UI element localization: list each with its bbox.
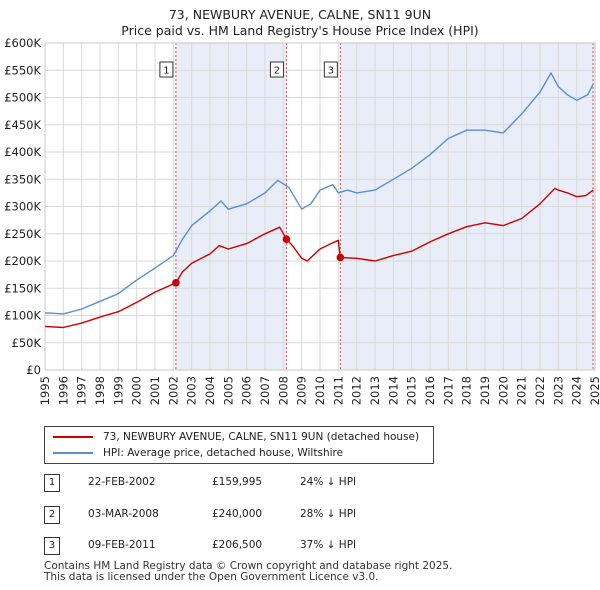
x-tick-label: 2011 [331, 376, 345, 405]
sale-point [172, 279, 180, 287]
x-tick-label: 2014 [386, 376, 400, 405]
transaction-date: 09-FEB-2011 [88, 539, 156, 551]
x-tick-label: 1995 [38, 376, 52, 405]
sale-point [336, 253, 345, 262]
legend-label-property: 73, NEWBURY AVENUE, CALNE, SN11 9UN (det… [103, 431, 420, 443]
x-tick-label: 2018 [460, 376, 474, 405]
y-tick-label: £50K [12, 336, 42, 350]
x-tick-label: 2008 [276, 376, 290, 405]
transaction-price: £240,000 [212, 508, 263, 520]
transaction-hpi-diff: 24% ↓ HPI [300, 476, 357, 488]
sale-label-box [269, 61, 284, 78]
x-tick-label: 2015 [405, 376, 419, 405]
x-tick-label: 2012 [350, 376, 364, 405]
x-tick-label: 1996 [56, 376, 70, 405]
sale-label-number: 1 [163, 66, 169, 77]
x-tick-label: 2022 [533, 376, 547, 405]
sale-point [282, 235, 291, 243]
x-tick-label: 2023 [551, 376, 565, 405]
legend-swatch-property [53, 436, 93, 438]
x-tick-label: 2013 [368, 376, 382, 405]
y-tick-label: £350K [4, 172, 41, 186]
price-chart: £0 £50K £100K £150K £200K £250K £300K £350K £400… [4, 36, 600, 405]
property-price-line [44, 187, 594, 329]
y-tick-label: £150K [4, 281, 41, 295]
chart-title: 73, NEWBURY AVENUE, CALNE, SN11 9UN [168, 7, 432, 22]
x-tick-label: 2021 [515, 376, 529, 405]
x-tick-label: 1999 [111, 376, 125, 405]
plot-area [44, 42, 596, 371]
transaction-number-badge: 3 [44, 537, 60, 555]
y-tick-label: £200K [4, 254, 41, 268]
sale-label-number: 3 [328, 66, 334, 77]
x-tick-label: 2001 [148, 376, 162, 405]
y-tick-label: £300K [4, 200, 41, 214]
x-tick-label: 2000 [130, 376, 144, 405]
chart-legend: 73, NEWBURY AVENUE, CALNE, SN11 9UN (det… [44, 426, 434, 464]
sale-label-box [159, 61, 174, 78]
attribution-line-1: Contains HM Land Registry data © Crown c… [44, 560, 453, 572]
transaction-hpi-diff: 37% ↓ HPI [300, 539, 357, 551]
transaction-date: 03-MAR-2008 [88, 508, 159, 520]
legend-label-hpi: HPI: Average price, detached house, Wilt… [103, 447, 344, 459]
x-tick-label: 2009 [295, 376, 309, 405]
transaction-number-badge: 1 [44, 474, 60, 492]
x-tick-label: 2024 [570, 376, 584, 405]
x-tick-label: 2025 [588, 376, 600, 405]
y-tick-label: £600K [4, 36, 41, 50]
chart-subtitle: Price paid vs. HM Land Registry's House … [121, 23, 479, 38]
x-tick-label: 2007 [258, 376, 272, 405]
y-tick-label: £400K [4, 145, 41, 159]
y-tick-label: £450K [4, 118, 41, 132]
y-tick-label: £0 [26, 363, 41, 377]
x-tick-label: 2017 [441, 376, 455, 405]
x-tick-label: 2016 [423, 376, 437, 405]
x-tick-label: 2004 [203, 376, 217, 405]
sale-label-number: 2 [274, 66, 280, 77]
y-tick-label: £550K [4, 63, 41, 77]
transaction-price: £159,995 [212, 476, 263, 488]
sale-label-box [323, 61, 338, 78]
x-tick-label: 2020 [496, 376, 510, 405]
y-tick-label: £500K [4, 91, 41, 105]
hpi-line [44, 72, 594, 315]
x-tick-label: 2005 [221, 376, 235, 405]
transaction-number-badge: 2 [44, 506, 60, 524]
x-tick-label: 2002 [166, 376, 180, 405]
attribution-footer: Contains HM Land Registry data © Crown c… [44, 561, 452, 583]
attribution-line-2: This data is licensed under the Open Gov… [44, 571, 379, 583]
legend-swatch-hpi [53, 452, 93, 454]
y-tick-label: £250K [4, 227, 41, 241]
x-tick-label: 2006 [240, 376, 254, 405]
x-tick-label: 2003 [185, 376, 199, 405]
y-tick-label: £100K [4, 309, 41, 323]
x-tick-label: 2010 [313, 376, 327, 405]
x-tick-label: 1998 [93, 376, 107, 405]
x-tick-label: 2019 [478, 376, 492, 405]
transaction-hpi-diff: 28% ↓ HPI [300, 508, 357, 520]
transaction-price: £206,500 [212, 539, 263, 551]
transaction-date: 22-FEB-2002 [88, 476, 156, 488]
x-tick-label: 1997 [75, 376, 89, 405]
